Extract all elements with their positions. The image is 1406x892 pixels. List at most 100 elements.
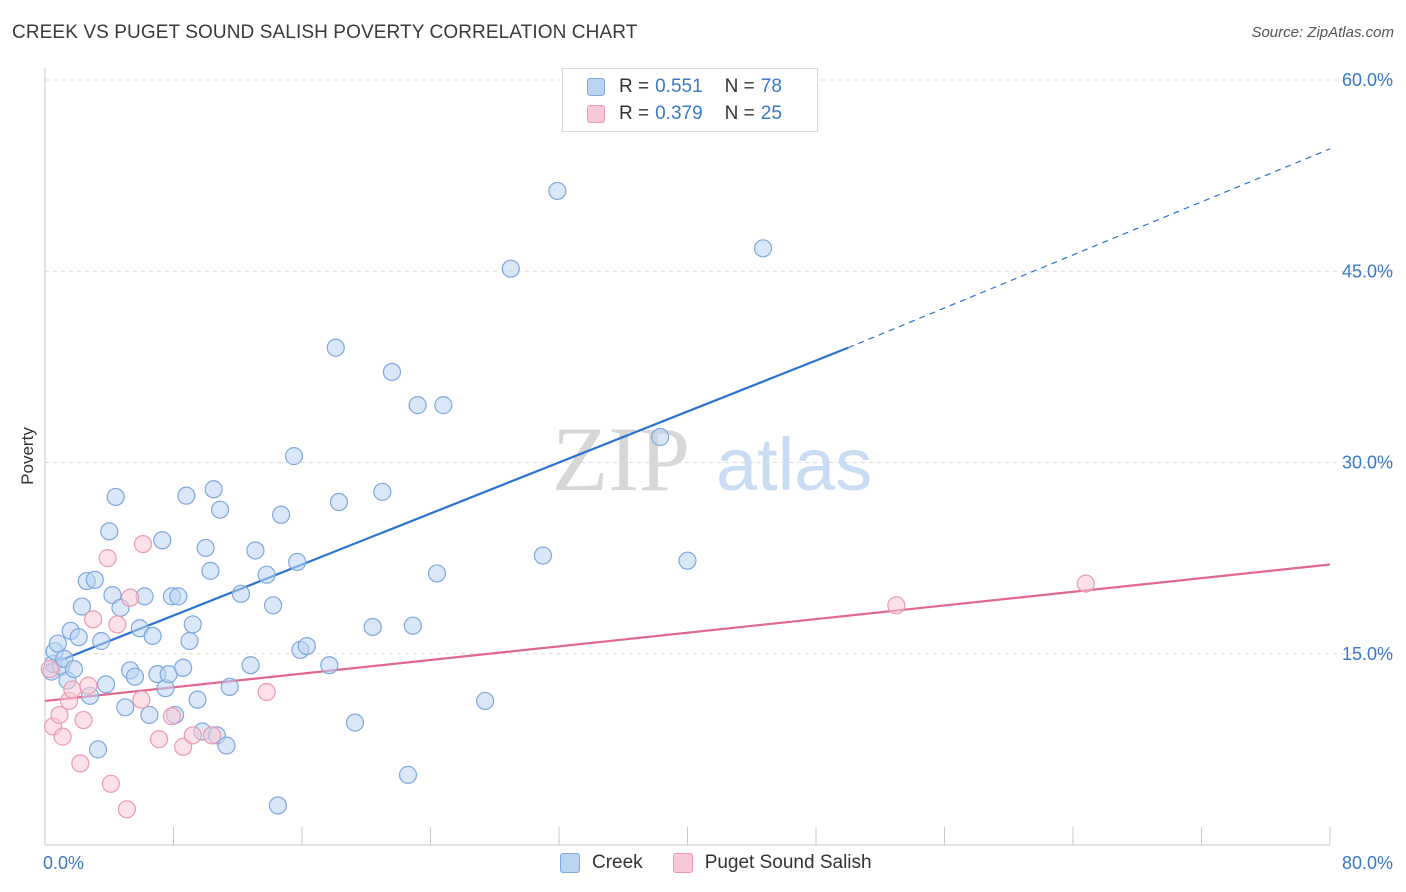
legend-r-label: R = (619, 103, 650, 124)
creek-point (363, 617, 382, 637)
creek-point (116, 698, 135, 717)
legend-n-value: 78 (760, 76, 782, 97)
creek-point (217, 736, 236, 755)
creek-trend-extension (847, 148, 1331, 349)
creek-point (427, 564, 447, 583)
legend-r-label: R = (619, 76, 650, 97)
salish-point (101, 774, 120, 793)
legend-creek-label: Creek (592, 852, 643, 873)
creek-point (96, 675, 116, 694)
watermark-zip: ZIP (552, 408, 690, 510)
creek-point (345, 713, 365, 732)
creek-point (220, 677, 239, 697)
salish-point (257, 682, 276, 702)
salish-point (84, 610, 103, 629)
creek-point (288, 552, 307, 572)
creek-point (501, 259, 520, 278)
salish-point (117, 800, 137, 819)
creek-point (48, 634, 67, 653)
watermark-atlas: atlas (716, 423, 872, 506)
creek-point (651, 427, 670, 447)
legend-row-salish: R = 0.379 N = 25 (587, 102, 782, 126)
salish-point (79, 676, 98, 695)
legend-item-creek: Creek (560, 852, 643, 874)
salish-point (133, 534, 153, 554)
creek-point (92, 631, 111, 651)
creek-point (678, 551, 697, 570)
salish-point (74, 710, 93, 730)
creek-point (297, 636, 316, 656)
creek-point (403, 616, 422, 635)
x-tick-label: 0.0% (43, 853, 84, 873)
creek-point (180, 631, 199, 651)
salish-point (887, 596, 906, 615)
legend-n-label: N = (724, 103, 755, 124)
y-tick-label: 30.0% (1342, 453, 1393, 473)
legend-item-salish: Puget Sound Salish (672, 852, 872, 874)
creek-point (408, 396, 427, 415)
legend-row-creek: R = 0.551 N = 78 (587, 75, 782, 99)
creek-point (382, 362, 402, 382)
legend-n-value: 25 (760, 103, 782, 124)
legend-n-label: N = (724, 76, 755, 97)
creek-point (434, 396, 453, 415)
creek-point (210, 500, 230, 519)
salish-point (50, 705, 69, 725)
y-tick-label: 45.0% (1342, 261, 1393, 281)
creek-point (153, 531, 172, 550)
trend-lines (44, 148, 1331, 703)
creek-point (125, 667, 145, 686)
chart-title: CREEK VS PUGET SOUND SALISH POVERTY CORR… (12, 22, 638, 43)
salish-legend-swatch (672, 853, 693, 873)
salish-swatch (587, 105, 605, 123)
creek-point (64, 659, 84, 679)
salish-point (1076, 574, 1095, 593)
creek-point (533, 546, 553, 565)
salish-point (149, 730, 169, 749)
creek-point (373, 482, 392, 501)
y-tick-label: 15.0% (1342, 644, 1393, 664)
creek-point (177, 486, 196, 505)
creek-point (231, 584, 251, 603)
creek-point (320, 656, 339, 675)
salish-point (98, 549, 117, 568)
creek-point (183, 615, 202, 634)
data-points (40, 181, 1095, 819)
legend-salish-label: Puget Sound Salish (704, 852, 872, 873)
creek-point (257, 565, 276, 584)
creek-point (548, 181, 567, 201)
legend-r-value: 0.379 (655, 103, 703, 124)
axes (44, 68, 1331, 846)
creek-point (753, 239, 773, 258)
legend-r-value: 0.551 (655, 76, 703, 97)
watermark: ZIP atlas (552, 408, 872, 510)
creek-point (272, 505, 291, 524)
creek-point (476, 691, 495, 711)
creek-point (329, 492, 349, 512)
creek-point (143, 626, 162, 646)
salish-point (162, 707, 181, 726)
y-tick-label: 60.0% (1342, 70, 1393, 90)
creek-point (268, 796, 288, 815)
creek-point (106, 487, 125, 507)
salish-point (40, 659, 59, 679)
creek-point (100, 522, 119, 541)
series-legend: Creek Puget Sound Salish (560, 852, 902, 874)
creek-point (263, 596, 283, 615)
grid-lines (45, 79, 1395, 655)
creek-point (169, 587, 188, 606)
salish-point (183, 726, 202, 745)
source-label: Source: ZipAtlas.com (1251, 24, 1394, 41)
creek-point (188, 690, 207, 709)
salish-point (71, 754, 90, 773)
creek-point (326, 338, 345, 357)
salish-point (63, 680, 82, 699)
creek-point (246, 541, 265, 560)
x-tick-label: 80.0% (1342, 853, 1393, 873)
creek-point (69, 628, 88, 647)
creek-point (140, 705, 159, 725)
salish-point (132, 690, 151, 709)
salish-point (53, 727, 72, 746)
creek-point (196, 538, 215, 558)
